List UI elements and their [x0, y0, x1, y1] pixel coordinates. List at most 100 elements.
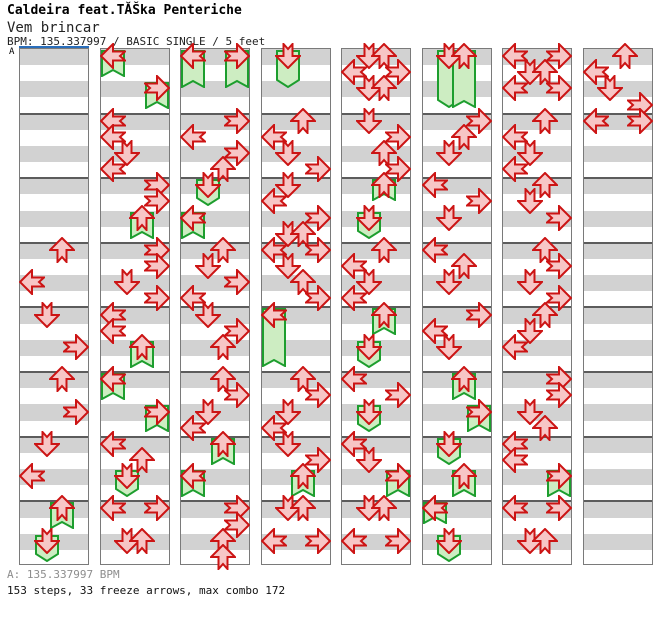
- note-arrow-up: [208, 236, 237, 265]
- note-arrow-left: [340, 364, 369, 394]
- note-arrow-down: [595, 73, 625, 102]
- measure-line: [181, 306, 249, 309]
- freeze-arrow-right: [141, 73, 170, 103]
- note-arrow-down: [193, 396, 222, 425]
- note-arrow-down: [515, 316, 544, 345]
- note-arrow-down: [434, 138, 464, 167]
- note-arrow-down: [515, 396, 544, 425]
- note-arrow-up: [288, 107, 318, 136]
- freeze-arrow-left: [260, 300, 289, 329]
- note-arrow-up: [288, 220, 318, 249]
- measure-line: [422, 500, 491, 503]
- note-arrow-right: [302, 283, 331, 313]
- freeze-arrow-up: [47, 495, 76, 524]
- beat-band: [20, 178, 88, 195]
- note-arrow-up: [369, 139, 398, 168]
- note-arrow-up: [449, 252, 479, 281]
- measure-line: [503, 112, 571, 115]
- note-arrow-right: [302, 154, 331, 184]
- freeze-arrow-down: [354, 203, 383, 232]
- measure-line: [181, 435, 249, 438]
- freeze-arrow-down: [112, 461, 142, 490]
- note-arrow-left: [501, 41, 530, 71]
- note-arrow-down: [354, 445, 383, 474]
- freeze-arrow-right: [463, 397, 492, 426]
- measure-line: [20, 306, 88, 309]
- note-arrow-down: [273, 396, 303, 425]
- beat-band: [583, 372, 652, 389]
- note-arrow-up: [208, 333, 237, 362]
- note-arrow-down: [515, 267, 544, 296]
- freeze-arrow-right: [383, 461, 412, 491]
- beat-band: [583, 307, 652, 324]
- note-arrow-down: [32, 299, 61, 328]
- freeze-arrow-up: [369, 171, 398, 200]
- freeze-arrow-down: [354, 396, 383, 425]
- measure-line: [503, 435, 571, 438]
- measure-line: [583, 500, 652, 503]
- beat-band: [583, 469, 652, 486]
- note-arrow-up: [530, 171, 559, 200]
- measure-line: [181, 112, 249, 115]
- bpm-difficulty-info: BPM: 135.337997 / BASIC SINGLE / 5 feet: [7, 35, 266, 48]
- measure-line: [422, 177, 491, 180]
- note-arrow-left: [260, 235, 289, 265]
- note-arrow-right: [222, 510, 251, 540]
- note-arrow-up: [610, 42, 640, 71]
- freeze-arrow-up: [288, 462, 318, 491]
- freeze-arrow-left: [179, 461, 208, 491]
- measure-line: [100, 435, 169, 438]
- note-arrow-right: [624, 106, 653, 136]
- beat-band: [583, 436, 652, 453]
- freeze-arrow-up: [127, 333, 157, 362]
- note-arrow-down: [193, 299, 222, 328]
- note-arrow-up: [530, 107, 559, 136]
- note-arrow-up: [530, 301, 559, 330]
- measure-line: [261, 435, 330, 438]
- note-arrow-left: [501, 73, 530, 103]
- measure-line: [422, 435, 491, 438]
- freeze-arrow-down: [32, 526, 61, 555]
- beat-band: [261, 81, 330, 98]
- measure-line: [100, 112, 169, 115]
- beat-band: [20, 113, 88, 130]
- note-arrow-up: [449, 123, 479, 152]
- beat-band: [20, 81, 88, 98]
- note-arrow-left: [501, 494, 530, 523]
- note-arrow-left: [582, 57, 611, 87]
- beat-band: [20, 49, 88, 66]
- measure-line: [181, 241, 249, 244]
- beat-band: [583, 275, 652, 292]
- note-arrow-down: [273, 170, 303, 199]
- freeze-arrow-down: [354, 332, 383, 361]
- measure-line: [342, 371, 410, 374]
- measure-line: [100, 177, 169, 180]
- beat-band: [583, 210, 652, 227]
- freeze-arrow-up: [449, 365, 479, 394]
- note-arrow-up: [530, 527, 559, 556]
- note-arrow-right: [383, 526, 412, 556]
- note-arrow-right: [383, 122, 412, 152]
- freeze-arrow-up: [449, 42, 479, 71]
- freeze-arrow-up: [449, 462, 479, 491]
- measure-line: [342, 241, 410, 244]
- measure-line: [261, 112, 330, 115]
- freeze-arrow-down: [434, 526, 464, 555]
- measure-line: [583, 435, 652, 438]
- freeze-arrow-down: [434, 429, 464, 458]
- beat-band: [583, 242, 652, 259]
- note-arrow-down: [273, 138, 303, 167]
- note-arrow-right: [141, 187, 170, 216]
- measure-line: [20, 500, 88, 503]
- measure-line: [181, 371, 249, 374]
- note-arrow-left: [340, 429, 369, 459]
- beat-band: [583, 145, 652, 163]
- note-arrow-right: [544, 41, 573, 71]
- note-arrow-up: [369, 74, 398, 103]
- note-arrow-up: [530, 236, 559, 265]
- note-arrow-right: [141, 251, 170, 281]
- freeze-arrow-left: [99, 364, 128, 394]
- note-arrow-down: [32, 429, 61, 458]
- measure-line: [583, 306, 652, 309]
